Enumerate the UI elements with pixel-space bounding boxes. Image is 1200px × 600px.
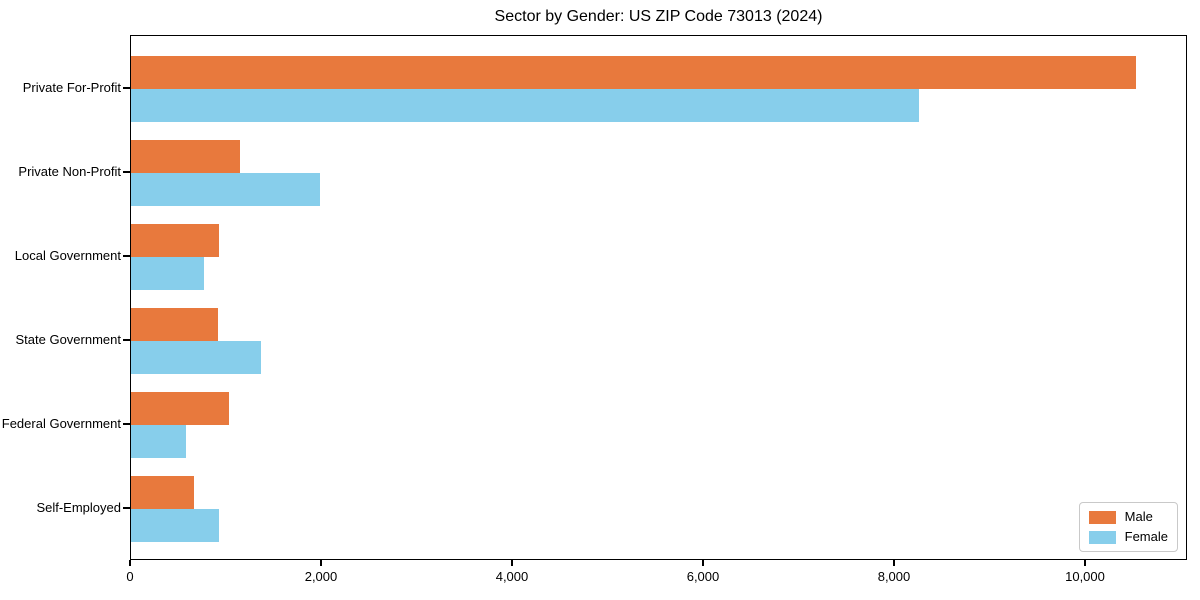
x-axis-label-4: 8,000 [877,569,911,584]
bar-female-2 [131,257,205,290]
y-axis-label-2: Local Government [14,248,121,263]
y-tick-mark [123,507,130,509]
y-tick-mark [123,171,130,173]
plot-area: Male Female [130,35,1187,560]
x-axis-label-5: 10,000 [1065,569,1105,584]
legend-item-female: Female [1088,529,1168,544]
x-axis-label-0: 0 [126,569,134,584]
x-tick-mark [320,560,322,566]
x-tick-mark [511,560,513,566]
y-axis-label-4: Federal Government [1,416,121,431]
bar-female-4 [131,425,186,458]
x-axis-label-3: 6,000 [686,569,720,584]
y-axis-label-3: State Government [15,332,122,347]
legend-item-male: Male [1088,509,1168,524]
x-tick-mark [1084,560,1086,566]
bar-female-1 [131,173,321,206]
bar-female-5 [131,509,219,542]
y-axis-label-5: Self-Employed [36,500,121,515]
bar-male-4 [131,392,229,425]
y-axis-label-0: Private For-Profit [22,80,121,95]
x-axis-label-2: 4,000 [495,569,529,584]
bar-male-1 [131,140,240,173]
legend: Male Female [1078,502,1178,552]
bar-male-2 [131,224,219,257]
bar-male-5 [131,476,195,509]
legend-label-male: Male [1124,509,1153,524]
y-tick-mark [123,423,130,425]
legend-label-female: Female [1124,529,1168,544]
bar-female-3 [131,341,261,374]
x-axis-label-1: 2,000 [304,569,338,584]
y-axis-label-1: Private Non-Profit [18,164,121,179]
y-tick-mark [123,255,130,257]
y-tick-mark [123,339,130,341]
x-tick-mark [702,560,704,566]
chart-title: Sector by Gender: US ZIP Code 73013 (202… [494,8,823,25]
x-tick-mark [129,560,131,566]
bar-female-0 [131,89,919,122]
y-tick-mark [123,87,130,89]
bar-male-3 [131,308,218,341]
x-tick-mark [893,560,895,566]
legend-swatch-female [1088,530,1116,544]
bar-male-0 [131,56,1136,89]
legend-swatch-male [1088,510,1116,524]
